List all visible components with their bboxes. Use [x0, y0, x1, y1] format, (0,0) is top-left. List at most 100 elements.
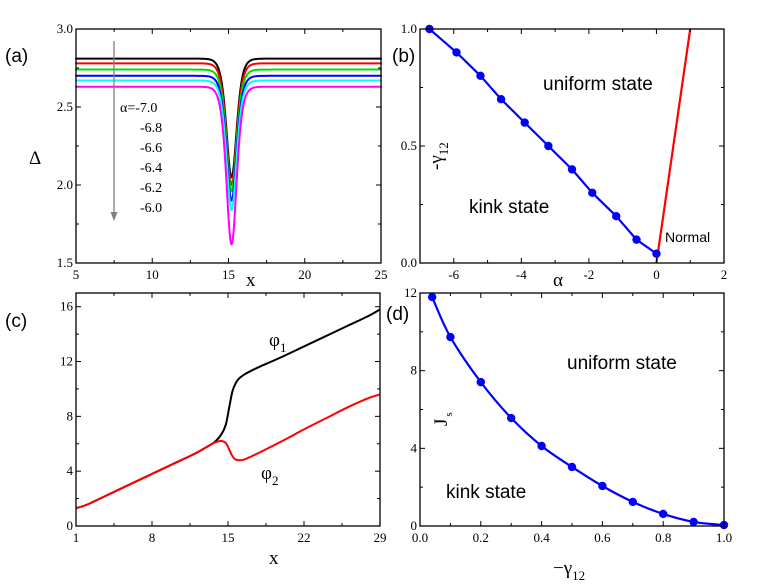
x-tick-label: 0: [653, 267, 660, 282]
phi2-label: φ2: [261, 463, 278, 488]
data-point: [632, 235, 641, 244]
x-tick-label: 0.6: [594, 530, 611, 545]
data-point: [588, 188, 597, 197]
panel-d-critical-current: 0.0 0.2 0.4 0.6 0.8 1.0 0 4 8 12 (d) uniform stat…: [386, 285, 732, 583]
data-point: [689, 517, 698, 527]
x-tick-label: -4: [516, 267, 527, 282]
data-point: [476, 71, 485, 81]
x-tick-label: 0.0: [412, 530, 428, 545]
data-point: [476, 377, 485, 387]
x-tick-label: 8: [149, 530, 156, 545]
y-tick-label: 1.0: [401, 21, 417, 36]
phi1-label: φ1: [269, 330, 286, 355]
phase-curves: [75, 308, 381, 510]
svg-text:Js: Js: [431, 412, 455, 426]
data-point: [446, 332, 455, 342]
panel-c-ticks: 1 8 15 22 29 0 4 8 12 16: [60, 293, 387, 545]
data-point: [612, 212, 621, 221]
phase-boundaries: [425, 24, 692, 263]
panel-a-ylabel: Δ: [29, 148, 41, 169]
x-tick-label: 5: [73, 267, 80, 282]
panel-d-ticks: 0.0 0.2 0.4 0.6 0.8 1.0 0 4 8 12: [404, 285, 732, 545]
x-tick-label: 1.0: [716, 530, 732, 545]
data-point: [567, 165, 577, 174]
panel-b-phase-diagram: -6 -4 -2 0 2 0.0 0.5 1.0 (b) uniform state kink…: [392, 21, 727, 291]
y-tick-label: 0: [67, 518, 74, 533]
x-tick-label: 0.2: [473, 530, 489, 545]
panel-b-ticks: -6 -4 -2 0 2 0.0 0.5 1.0: [401, 21, 728, 282]
x-tick-label: 15: [222, 530, 235, 545]
phase-curve: [75, 308, 381, 510]
y-tick-label: 4: [67, 463, 74, 478]
x-tick-label: 25: [375, 267, 388, 282]
data-point: [567, 462, 577, 472]
y-tick-label: 0.0: [401, 255, 417, 270]
delta-curves: [75, 57, 382, 246]
data-point: [427, 292, 437, 302]
y-tick-label: 2.0: [57, 177, 73, 192]
phase-curve: [75, 393, 381, 510]
y-tick-label: 1.5: [57, 255, 73, 270]
data-point: [496, 95, 506, 104]
y-tick-label: 3.0: [57, 21, 73, 36]
x-tick-label: 20: [298, 267, 311, 282]
legend-entry: -6.0: [140, 201, 162, 216]
panel-d-label: (d): [386, 304, 409, 325]
data-point: [507, 413, 516, 423]
y-tick-label: 0: [411, 518, 418, 533]
uniform-state-label: uniform state: [567, 353, 677, 374]
y-tick-label: 12: [60, 354, 73, 369]
panel-a-label: (a): [5, 46, 28, 67]
data-point: [652, 249, 661, 258]
critical-current-curve: [427, 292, 729, 530]
panel-b-xlabel: α: [553, 270, 563, 291]
panel-a-xlabel: x: [246, 270, 256, 291]
data-point: [537, 441, 546, 451]
panel-a-delta-profile: α=-7.0 -6.8 -6.6 -6.4 -6.2 -6.0 5 10 15 20 25 1.5 2…: [5, 21, 388, 291]
y-tick-label: 2.5: [57, 99, 73, 114]
alpha-legend: α=-7.0 -6.8 -6.6 -6.4 -6.2 -6.0: [110, 41, 162, 221]
x-tick-label: -2: [583, 267, 594, 282]
panel-a-ticks: 5 10 15 20 25 1.5 2.0 2.5 3.0: [57, 21, 388, 282]
legend-entry: -6.4: [140, 161, 162, 176]
y-tick-label: 4: [411, 440, 418, 455]
x-tick-label: 10: [146, 267, 159, 282]
x-tick-label: 15: [222, 267, 235, 282]
delta-curve: [75, 85, 382, 246]
normal-state-label: Normal: [665, 229, 710, 245]
x-tick-label: 1: [73, 530, 80, 545]
panel-b-ylabel: -γ12: [426, 142, 451, 170]
panel-b-label: (b): [392, 46, 415, 67]
data-point: [452, 48, 461, 57]
x-tick-label: 0.8: [655, 530, 671, 545]
data-point: [628, 497, 637, 507]
y-tick-label: 12: [404, 285, 417, 300]
x-tick-label: 2: [721, 267, 728, 282]
arrow-down-icon: [110, 212, 118, 221]
normal-line: [655, 29, 692, 263]
x-tick-label: 29: [374, 530, 387, 545]
panel-d-xlabel: −γ12: [553, 558, 585, 583]
y-tick-label: 0.5: [401, 138, 417, 153]
data-point: [598, 481, 607, 491]
legend-entry: -6.8: [140, 121, 162, 136]
boundary-line: [428, 29, 658, 255]
panel-c-xlabel: x: [269, 548, 279, 569]
x-tick-label: -6: [448, 267, 459, 282]
y-tick-label: 8: [411, 363, 418, 378]
data-point: [544, 141, 553, 151]
x-tick-label: 22: [298, 530, 311, 545]
panel-d-ylabel: Js: [431, 412, 455, 426]
panel-b-frame: [419, 28, 725, 264]
legend-entry: α=-7.0: [120, 101, 157, 116]
kink-state-label: kink state: [469, 197, 549, 218]
panel-c-label: (c): [5, 311, 27, 332]
y-tick-label: 16: [60, 299, 74, 314]
delta-curve: [75, 79, 382, 211]
legend-entry: -6.6: [140, 141, 162, 156]
y-tick-label: 8: [67, 408, 74, 423]
panel-c-phase-profile: 1 8 15 22 29 0 4 8 12 16 (c) x φ1 φ2: [5, 292, 387, 569]
legend-entry: -6.2: [140, 181, 162, 196]
x-tick-label: 0.4: [533, 530, 550, 545]
